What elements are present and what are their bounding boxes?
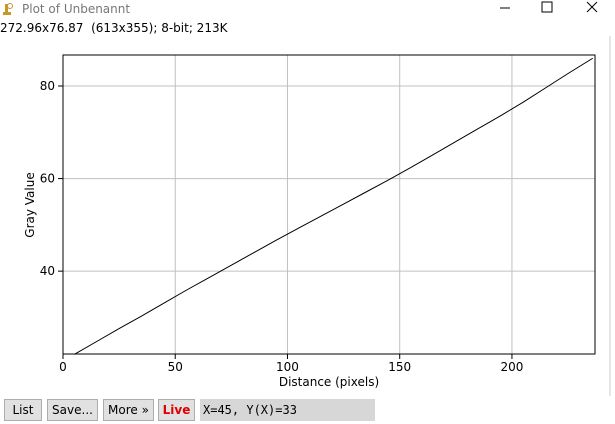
x-tick-label: 150 <box>388 360 411 374</box>
title-bar: Plot of Unbenannt <box>0 0 615 20</box>
y-tick-label: 80 <box>40 79 55 93</box>
window-title: Plot of Unbenannt <box>22 2 131 16</box>
status-field: X=45, Y(X)=33 <box>200 399 375 421</box>
image-info: 272.96x76.87 (613x355); 8-bit; 213K <box>0 21 228 35</box>
live-button[interactable]: Live <box>158 399 195 421</box>
y-tick-label: 60 <box>40 172 55 186</box>
more-button[interactable]: More » <box>103 399 154 421</box>
x-tick-label: 200 <box>500 360 523 374</box>
plot: Distance (pixels) Gray Value 0 50 100 150 20… <box>23 36 611 396</box>
y-axis-label: Gray Value <box>23 172 37 237</box>
close-button[interactable] <box>586 1 598 13</box>
list-button[interactable]: List <box>4 399 42 421</box>
plot-frame <box>62 54 596 355</box>
y-tick-label: 40 <box>40 264 55 278</box>
data-line <box>73 57 594 355</box>
title-bar-graphics <box>3 1 598 15</box>
save-button[interactable]: Save... <box>47 399 98 421</box>
x-axis-label: Distance (pixels) <box>279 375 379 389</box>
app-icon <box>3 3 13 15</box>
x-tick-label: 0 <box>59 360 67 374</box>
x-tick-label: 50 <box>168 360 183 374</box>
maximize-button[interactable] <box>541 1 553 13</box>
x-tick-label: 100 <box>276 360 299 374</box>
